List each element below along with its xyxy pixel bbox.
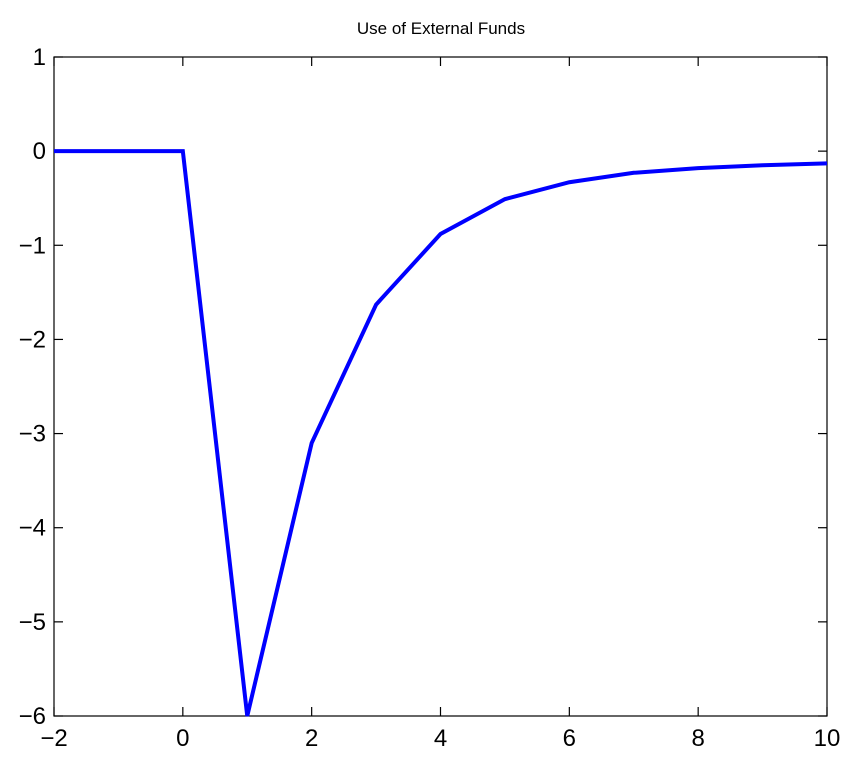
series-line-0 (54, 149, 828, 717)
y-tick-label: −6 (19, 703, 46, 730)
chart-title: Use of External Funds (357, 19, 525, 38)
y-tick-label: 1 (33, 44, 46, 71)
x-tick-label: 10 (814, 725, 841, 752)
y-tick-label: −2 (19, 326, 46, 353)
y-tick-label: −5 (19, 609, 46, 636)
y-tick-label: −4 (19, 515, 46, 542)
x-tick-label: 8 (691, 725, 704, 752)
x-tick-label: 2 (305, 725, 318, 752)
y-tick-label: −1 (19, 232, 46, 259)
x-tick-label: −2 (40, 725, 67, 752)
plot-area-frame (53, 56, 828, 717)
x-axis: −2 0 2 4 6 8 10 (40, 57, 840, 752)
x-tick-label: 4 (434, 725, 447, 752)
x-tick-label: 6 (563, 725, 576, 752)
x-tick-label: 0 (176, 725, 189, 752)
y-axis: 1 0 −1 −2 −3 −4 −5 −6 (19, 44, 827, 730)
series-layer (53, 149, 828, 717)
y-tick-label: 0 (33, 138, 46, 165)
y-tick-label: −3 (19, 421, 46, 448)
